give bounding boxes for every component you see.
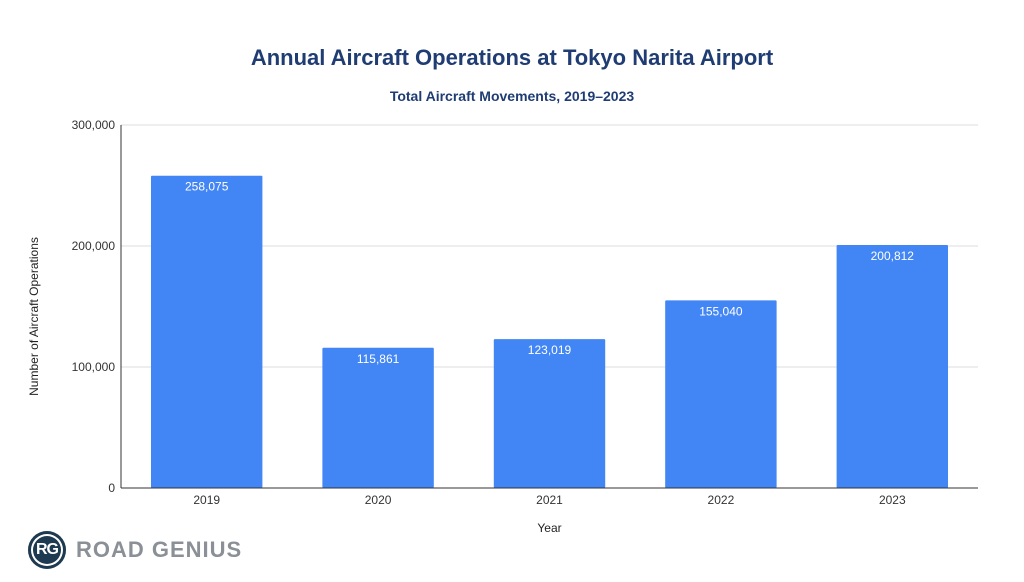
data-label-2020: 115,861 (357, 352, 400, 366)
chart-title: Annual Aircraft Operations at Tokyo Nari… (250, 45, 774, 70)
road-genius-logo: RG ROAD GENIUS (28, 531, 242, 569)
bar-2019 (150, 175, 263, 488)
data-label-2022: 155,040 (699, 304, 743, 318)
chart-subtitle: Total Aircraft Movements, 2019–2023 (389, 88, 635, 104)
x-tick-labels: 2019 2020 2021 2022 2023 (193, 493, 906, 507)
bars (150, 175, 949, 488)
data-label-2019: 258,075 (185, 180, 229, 194)
x-axis-title: Year (537, 521, 561, 535)
bar-2021 (493, 339, 606, 488)
y-tick-labels: 0 100,000 200,000 300,000 (72, 118, 116, 495)
bar-2022 (665, 300, 777, 488)
data-label-2021: 123,019 (528, 343, 572, 357)
x-tick-label: 2021 (536, 493, 563, 507)
bar-2020 (322, 347, 434, 488)
x-tick-label: 2023 (879, 493, 906, 507)
x-tick-label: 2020 (365, 493, 392, 507)
y-tick-label: 100,000 (72, 360, 116, 374)
y-tick-label: 300,000 (72, 118, 116, 132)
y-tick-label: 0 (108, 481, 115, 495)
logo-badge-icon: RG (28, 531, 66, 569)
y-axis-title: Number of Aircraft Operations (27, 237, 41, 396)
data-labels: 258,075 115,861 123,019 155,040 200,812 (185, 180, 914, 366)
logo-text: ROAD GENIUS (76, 537, 243, 562)
bar-2023 (836, 245, 949, 488)
x-tick-label: 2019 (193, 493, 220, 507)
x-tick-label: 2022 (708, 493, 735, 507)
y-tick-label: 200,000 (72, 239, 116, 253)
data-label-2023: 200,812 (871, 249, 915, 263)
